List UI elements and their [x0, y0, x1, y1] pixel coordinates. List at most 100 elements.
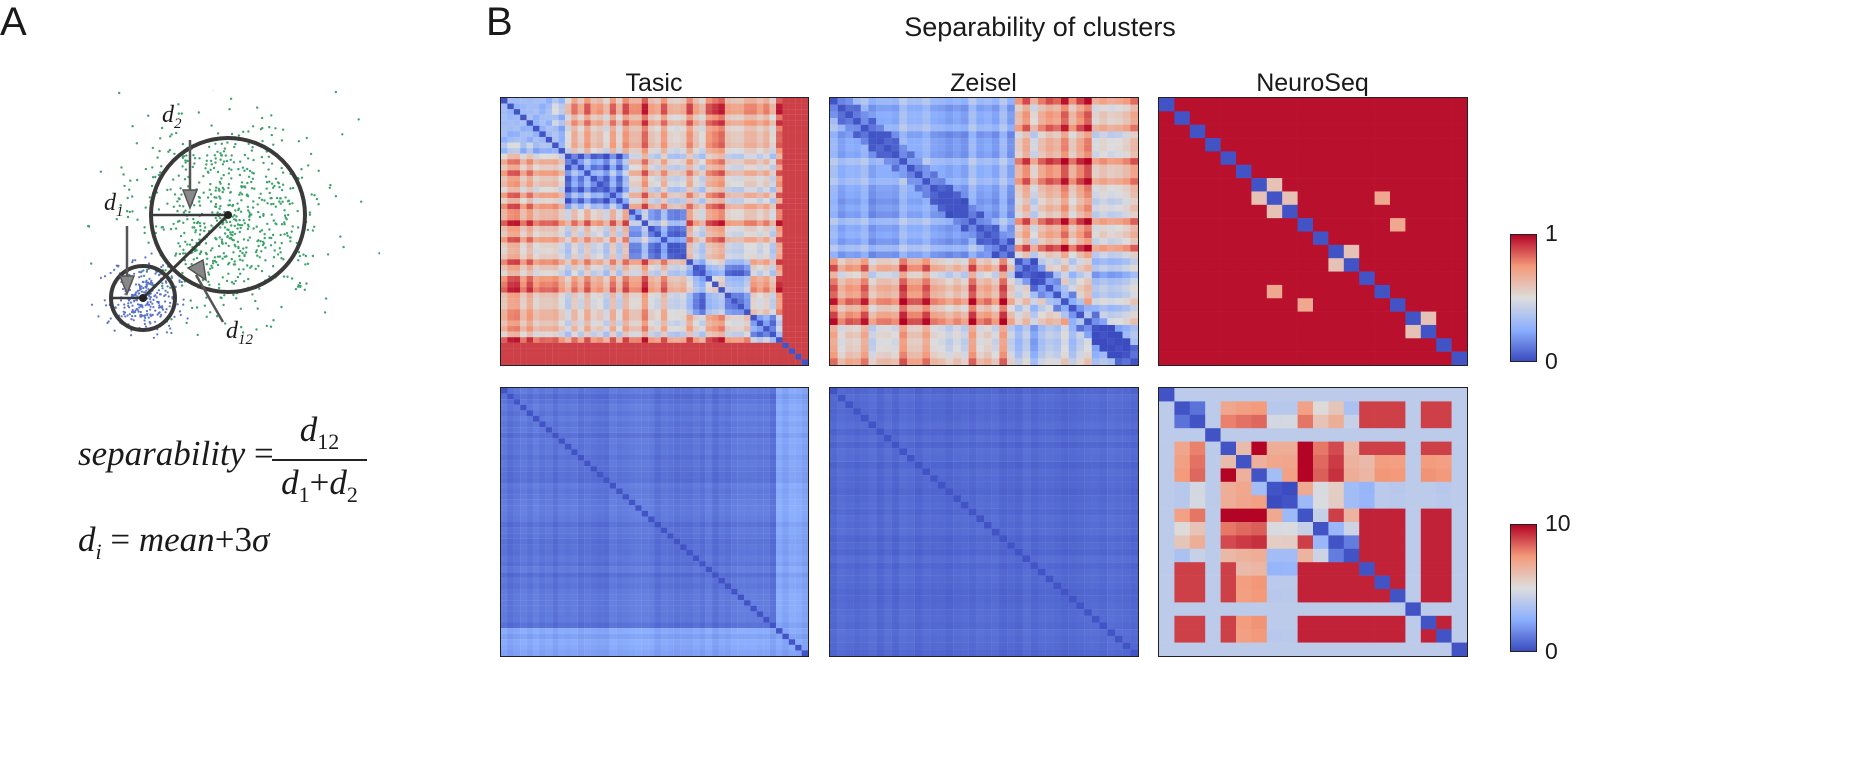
cluster-point: [120, 166, 123, 169]
cluster-point: [144, 316, 147, 319]
heatmap-cell: [914, 351, 923, 359]
heatmap-cell: [1084, 351, 1092, 359]
heatmap-cell: [1045, 144, 1054, 152]
heatmap-cell: [1022, 318, 1031, 326]
heatmap-cell: [853, 178, 861, 185]
heatmap-cell: [922, 344, 931, 352]
heatmap-cell: [622, 192, 630, 199]
heatmap-cell: [776, 187, 783, 193]
heatmap-cell: [1037, 124, 1046, 132]
heatmap-cell: [654, 242, 662, 249]
heatmap-cell: [795, 214, 802, 221]
cluster-point: [275, 196, 279, 200]
heatmap-cell: [1022, 171, 1031, 179]
heatmap-cell: [1007, 104, 1015, 112]
heatmap-cell: [680, 242, 687, 249]
heatmap-cell: [750, 203, 757, 210]
heatmap-cell: [705, 131, 713, 138]
heatmap-cell: [750, 353, 757, 360]
heatmap-cell: [756, 159, 764, 165]
heatmap-cell: [545, 348, 553, 354]
heatmap-cell: [744, 159, 751, 165]
cluster-point: [273, 241, 277, 244]
heatmap-cell: [635, 331, 642, 338]
heatmap-cell: [1130, 271, 1138, 279]
heatmap-cell: [590, 320, 598, 327]
heatmap-cell: [976, 144, 985, 152]
heatmap-cell: [801, 320, 808, 327]
heatmap-cell: [654, 348, 662, 354]
heatmap-cell: [507, 181, 514, 188]
heatmap-cell: [1107, 191, 1116, 199]
cluster-point: [271, 233, 275, 237]
heatmap-cell: [837, 344, 846, 352]
heatmap-cell: [1130, 298, 1138, 306]
cluster-point: [281, 171, 285, 174]
heatmap-cell: [999, 304, 1008, 312]
heatmap-cell: [782, 225, 789, 232]
heatmap-cell: [596, 131, 604, 138]
cluster-point: [134, 283, 138, 286]
heatmap-cell: [914, 144, 923, 152]
heatmap-cell: [616, 225, 623, 232]
heatmap-cell: [1122, 331, 1131, 339]
heatmap-cell: [769, 248, 777, 254]
heatmap-cell: [635, 159, 642, 165]
cluster-point: [291, 186, 295, 190]
heatmap-cell: [590, 164, 598, 171]
heatmap-cell: [937, 264, 946, 272]
cluster-point: [247, 277, 250, 281]
heatmap-cell: [756, 281, 764, 288]
heatmap-cell: [795, 198, 802, 204]
heatmap-cell: [968, 351, 977, 359]
heatmap-cell: [960, 184, 969, 192]
heatmap-cell: [539, 342, 546, 349]
heatmap-cell: [513, 131, 521, 138]
cluster-point: [124, 315, 127, 318]
cluster-point: [177, 197, 180, 200]
heatmap-cell: [680, 225, 687, 232]
heatmap-cell: [891, 351, 900, 359]
cluster-point: [246, 239, 250, 242]
heatmap-cell: [1007, 138, 1015, 145]
heatmap-cell: [507, 148, 514, 154]
heatmap-cell: [914, 118, 923, 125]
heatmap-cell: [526, 326, 534, 332]
cluster-point: [124, 293, 127, 296]
cluster-point: [224, 322, 227, 325]
heatmap-cell: [891, 138, 900, 145]
heatmap-cell: [868, 251, 877, 259]
heatmap-cell: [590, 287, 598, 293]
heatmap-cell: [999, 118, 1008, 125]
heatmap-cell: [845, 278, 854, 286]
heatmap-cell: [953, 311, 962, 319]
heatmap-cell: [883, 238, 892, 245]
heatmap-cell: [641, 287, 649, 293]
heatmap-cell: [712, 309, 719, 316]
cluster-point: [313, 194, 316, 197]
heatmap-cell: [667, 175, 674, 182]
cluster-point: [192, 154, 195, 157]
heatmap-cell: [680, 353, 687, 360]
heatmap-cell: [539, 270, 546, 277]
heatmap-cell: [1014, 311, 1023, 319]
heatmap-cell: [699, 225, 706, 232]
heatmap-cell: [853, 278, 861, 286]
heatmap-cell: [907, 191, 915, 199]
heatmap-cell: [590, 259, 598, 265]
cluster-point: [219, 152, 222, 155]
cluster-point: [170, 275, 173, 278]
heatmap-cell: [1091, 291, 1100, 299]
heatmap-cell: [513, 342, 521, 349]
heatmap-cell: [577, 103, 585, 110]
heatmap-cell: [564, 203, 572, 210]
heatmap-cell: [737, 209, 745, 215]
heatmap-cell: [699, 153, 706, 160]
heatmap-cell: [837, 98, 846, 105]
heatmap-cell: [654, 181, 662, 188]
cluster-point: [180, 284, 184, 287]
heatmap-cell: [1030, 331, 1039, 339]
heatmap-cell: [667, 164, 674, 171]
column-title-zeisel: Zeisel: [950, 69, 1017, 97]
heatmap-cell: [532, 159, 540, 165]
